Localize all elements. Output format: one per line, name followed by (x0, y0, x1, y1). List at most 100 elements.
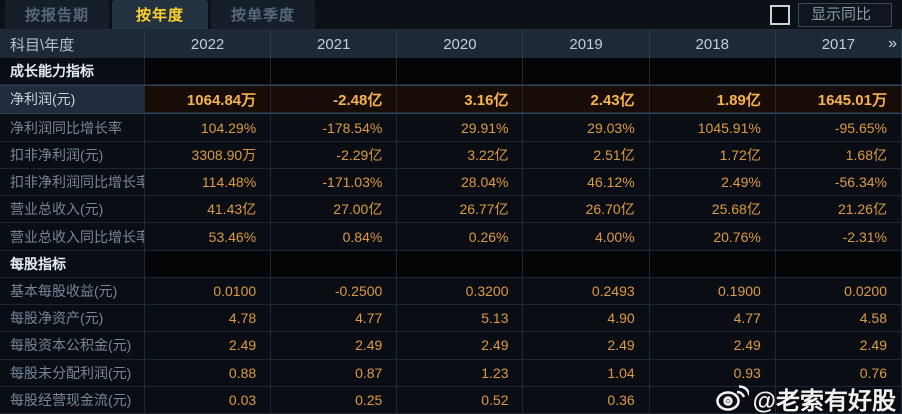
value-cell: 3.22亿 (397, 141, 524, 169)
table-row[interactable]: 每股未分配利润(元) 0.88 0.87 1.23 1.04 0.93 0.76 (0, 359, 902, 387)
value-cell (649, 250, 776, 278)
year-header-2021: 2021 (271, 30, 398, 58)
value-cell: 0.0200 (775, 277, 902, 306)
row-label: 营业总收入(元) (0, 196, 145, 224)
value-cell: 26.70亿 (523, 196, 650, 224)
value-cell: -2.29亿 (271, 141, 398, 169)
value-cell: 53.46% (145, 223, 272, 251)
value-cell (775, 250, 902, 278)
table-row[interactable]: 每股经营现金流(元) 0.03 0.25 0.52 0.36 (0, 386, 902, 414)
value-cell: 2.49 (397, 332, 524, 360)
value-cell: 2.49 (271, 332, 398, 360)
value-cell: 0.84% (271, 223, 398, 251)
value-cell (271, 58, 398, 86)
value-cell: 2.51亿 (523, 141, 650, 169)
value-cell: -171.03% (271, 168, 398, 197)
value-cell: 2.49% (649, 168, 776, 197)
value-cell: -2.48亿 (271, 86, 398, 114)
section-row: 成长能力指标 (0, 58, 902, 86)
value-cell: 3308.90万 (145, 141, 272, 169)
value-cell: 2.49 (775, 332, 902, 360)
show-yoy-checkbox[interactable] (769, 5, 790, 25)
row-label: 每股经营现金流(元) (0, 386, 145, 414)
table-row[interactable]: 扣非净利润(元) 3308.90万 -2.29亿 3.22亿 2.51亿 1.72亿 1.6… (0, 141, 902, 169)
value-cell (649, 386, 776, 414)
row-label: 营业总收入同比增长率 (0, 223, 145, 251)
table-row[interactable]: 净利润同比增长率 104.29% -178.54% 29.91% 29.03% 1045.… (0, 114, 902, 142)
value-cell: 41.43亿 (145, 196, 272, 224)
value-cell: 2.49 (523, 332, 650, 360)
table-row[interactable]: 每股净资产(元) 4.78 4.77 5.13 4.90 4.77 4.58 (0, 305, 902, 333)
table-body: 成长能力指标 净利润(元) 1064.84万 -2.48亿 3.16亿 2.43亿 1.89… (0, 58, 902, 414)
value-cell (649, 58, 776, 86)
value-cell: 21.26亿 (775, 196, 902, 224)
section-row: 每股指标 (0, 250, 902, 278)
value-cell: 0.88 (145, 359, 272, 387)
value-cell: 4.78 (145, 305, 272, 333)
value-cell: 2.49 (649, 332, 776, 360)
value-cell: 2.49 (145, 332, 272, 360)
value-cell: -178.54% (271, 114, 398, 142)
row-label: 每股资本公积金(元) (0, 332, 145, 360)
value-cell (775, 386, 902, 414)
year-header-2018: 2018 (650, 30, 776, 58)
value-cell: 0.36 (523, 386, 650, 414)
value-cell: 4.58 (775, 305, 902, 333)
value-cell (523, 58, 650, 86)
year-header-2020: 2020 (397, 30, 524, 58)
table-row[interactable]: 每股资本公积金(元) 2.49 2.49 2.49 2.49 2.49 2.49 (0, 332, 902, 360)
tab-single-quarter[interactable]: 按单季度 (211, 0, 316, 29)
value-cell: 20.76% (649, 223, 776, 251)
value-cell: 1.04 (523, 359, 650, 387)
row-label: 净利润同比增长率 (0, 114, 145, 142)
value-cell (271, 250, 398, 278)
table-row[interactable]: 扣非净利润同比增长率 114.48% -171.03% 28.04% 46.12% 2.4… (0, 168, 902, 197)
value-cell: 4.77 (271, 305, 398, 333)
value-cell: 29.91% (397, 114, 524, 142)
tab-annual[interactable]: 按年度 (112, 0, 209, 29)
value-cell: 0.76 (775, 359, 902, 387)
value-cell: 1.89亿 (649, 86, 776, 114)
value-cell: 0.1900 (649, 277, 776, 306)
value-cell: 1.72亿 (649, 141, 776, 169)
row-label: 每股指标 (0, 250, 145, 278)
row-label: 基本每股收益(元) (0, 277, 145, 306)
value-cell: 0.25 (271, 386, 398, 414)
value-cell: -56.34% (775, 168, 902, 197)
value-cell: 1.68亿 (775, 141, 902, 169)
year-header-2017: 2017 » (776, 30, 902, 58)
value-cell (775, 58, 902, 86)
value-cell: 29.03% (523, 114, 650, 142)
corner-header: 科目\年度 (0, 30, 145, 58)
value-cell: 0.2493 (523, 277, 650, 306)
row-label: 净利润(元) (0, 86, 145, 114)
show-yoy-label[interactable]: 显示同比 (797, 3, 892, 27)
tab-bar: 按报告期 按年度 按单季度 显示同比 (0, 0, 902, 30)
year-header-2022: 2022 (145, 30, 272, 58)
value-cell: 4.00% (523, 223, 650, 251)
row-label: 成长能力指标 (0, 58, 145, 86)
value-cell: 0.0100 (145, 277, 272, 306)
table-header-row: 科目\年度 2022 2021 2020 2019 2018 2017 » (0, 30, 902, 58)
table-row[interactable]: 基本每股收益(元) 0.0100 -0.2500 0.3200 0.2493 0.1900… (0, 277, 902, 306)
value-cell: 0.93 (649, 359, 776, 387)
value-cell (397, 250, 524, 278)
table-row[interactable]: 净利润(元) 1064.84万 -2.48亿 3.16亿 2.43亿 1.89亿 1645.… (0, 85, 902, 115)
value-cell (145, 250, 272, 278)
value-cell: 28.04% (397, 168, 524, 197)
more-years-chevron-icon[interactable]: » (888, 35, 897, 52)
value-cell: -95.65% (775, 114, 902, 142)
table-row[interactable]: 营业总收入同比增长率 53.46% 0.84% 0.26% 4.00% 20.76% -2.… (0, 223, 902, 251)
value-cell: 46.12% (523, 168, 650, 197)
value-cell: 0.87 (271, 359, 398, 387)
year-header-2019: 2019 (523, 30, 650, 58)
year-header-2017-label: 2017 (821, 35, 856, 53)
value-cell: 27.00亿 (271, 196, 398, 224)
value-cell: 4.90 (523, 305, 650, 333)
value-cell: 1064.84万 (145, 86, 272, 114)
value-cell (397, 58, 524, 86)
table-row[interactable]: 营业总收入(元) 41.43亿 27.00亿 26.77亿 26.70亿 25.68亿 21… (0, 196, 902, 224)
value-cell (523, 250, 650, 278)
value-cell: 2.43亿 (523, 86, 650, 114)
tab-report-period[interactable]: 按报告期 (5, 0, 110, 29)
